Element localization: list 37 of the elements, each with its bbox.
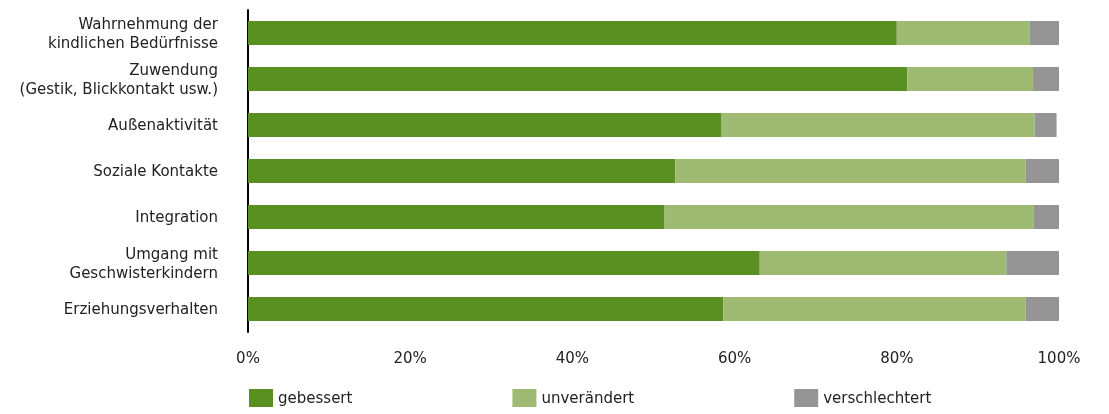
x-tick-label: 80% bbox=[880, 348, 914, 367]
bar bbox=[1033, 67, 1059, 91]
bar bbox=[896, 21, 1030, 45]
x-tick-label: 60% bbox=[717, 348, 752, 367]
bar bbox=[1029, 21, 1059, 45]
y-tick-label: Wahrnehmung der kindlichen Bedürfnisse bbox=[47, 14, 219, 52]
bar bbox=[1034, 113, 1057, 137]
y-tick-label: Umgang mit Geschwisterkindern bbox=[69, 244, 219, 282]
bar bbox=[248, 159, 676, 183]
bar bbox=[248, 113, 722, 137]
bar bbox=[664, 205, 1034, 229]
bar bbox=[1006, 251, 1059, 275]
y-tick-label: Erziehungsverhalten bbox=[63, 300, 218, 318]
y-tick-label: Integration bbox=[135, 208, 218, 226]
bar bbox=[675, 159, 1026, 183]
bar bbox=[907, 67, 1034, 91]
y-tick-label: Soziale Kontakte bbox=[93, 162, 218, 180]
bar bbox=[759, 251, 1007, 275]
bar bbox=[248, 251, 760, 275]
bar bbox=[248, 21, 897, 45]
bar bbox=[721, 113, 1035, 137]
legend-label: verschlechtert bbox=[823, 389, 932, 407]
legend-label: gebessert bbox=[278, 389, 353, 407]
x-tick-label: 0% bbox=[236, 348, 260, 367]
bar bbox=[248, 297, 724, 321]
x-tick-label: 20% bbox=[393, 348, 427, 367]
y-tick-label: Außenaktivität bbox=[108, 116, 219, 134]
bar bbox=[248, 205, 665, 229]
y-tick-label: Zuwendung (Gestik, Blickkontakt usw.) bbox=[19, 60, 218, 98]
bar bbox=[723, 297, 1026, 321]
bar bbox=[1033, 205, 1059, 229]
bar bbox=[1025, 297, 1059, 321]
x-tick-label: 40% bbox=[555, 348, 590, 367]
x-tick-label: 100% bbox=[1037, 348, 1081, 367]
legend-label: unverändert bbox=[541, 389, 635, 407]
bar bbox=[1025, 159, 1059, 183]
bar bbox=[248, 67, 908, 91]
